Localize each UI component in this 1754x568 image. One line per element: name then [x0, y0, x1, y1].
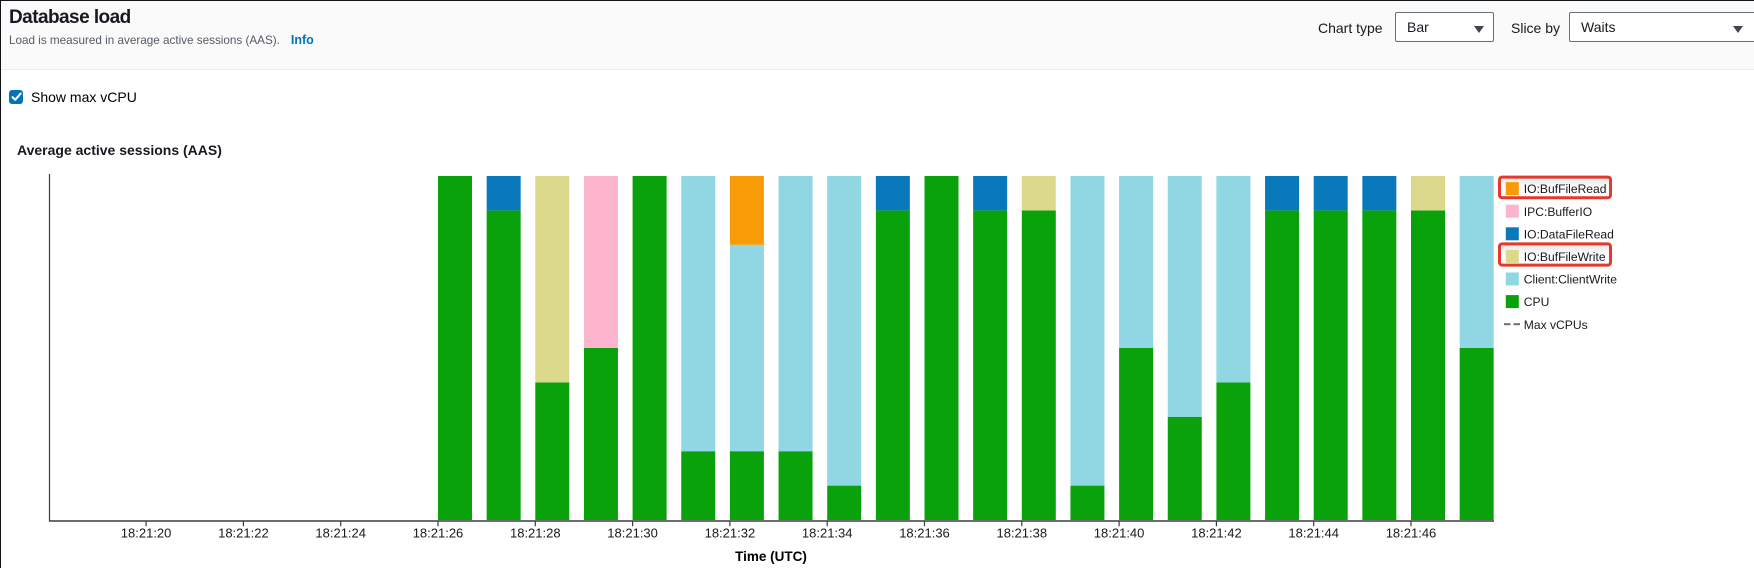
svg-text:18:21:40: 18:21:40 [1094, 526, 1145, 541]
svg-text:18:21:38: 18:21:38 [996, 526, 1047, 541]
svg-text:IO:DataFileRead: IO:DataFileRead [1524, 227, 1614, 241]
svg-text:IO:BufFileRead: IO:BufFileRead [1524, 182, 1607, 196]
svg-text:Max vCPUs: Max vCPUs [1524, 318, 1588, 332]
svg-text:18:21:22: 18:21:22 [218, 526, 269, 541]
svg-text:18:21:24: 18:21:24 [315, 526, 366, 541]
svg-text:CPU: CPU [1524, 295, 1550, 309]
svg-text:18:21:36: 18:21:36 [899, 526, 950, 541]
svg-text:18:21:42: 18:21:42 [1191, 526, 1242, 541]
svg-text:18:21:34: 18:21:34 [802, 526, 853, 541]
svg-text:IPC:BufferIO: IPC:BufferIO [1524, 205, 1592, 219]
svg-text:18:21:44: 18:21:44 [1288, 526, 1339, 541]
svg-text:18:21:28: 18:21:28 [510, 526, 561, 541]
svg-text:18:21:46: 18:21:46 [1386, 526, 1437, 541]
svg-text:18:21:26: 18:21:26 [413, 526, 464, 541]
svg-text:Client:ClientWrite: Client:ClientWrite [1524, 273, 1617, 287]
svg-text:18:21:32: 18:21:32 [705, 526, 756, 541]
svg-text:18:21:20: 18:21:20 [121, 526, 172, 541]
svg-text:Time (UTC): Time (UTC) [735, 549, 807, 564]
svg-text:18:21:30: 18:21:30 [607, 526, 658, 541]
svg-text:IO:BufFileWrite: IO:BufFileWrite [1524, 250, 1606, 264]
